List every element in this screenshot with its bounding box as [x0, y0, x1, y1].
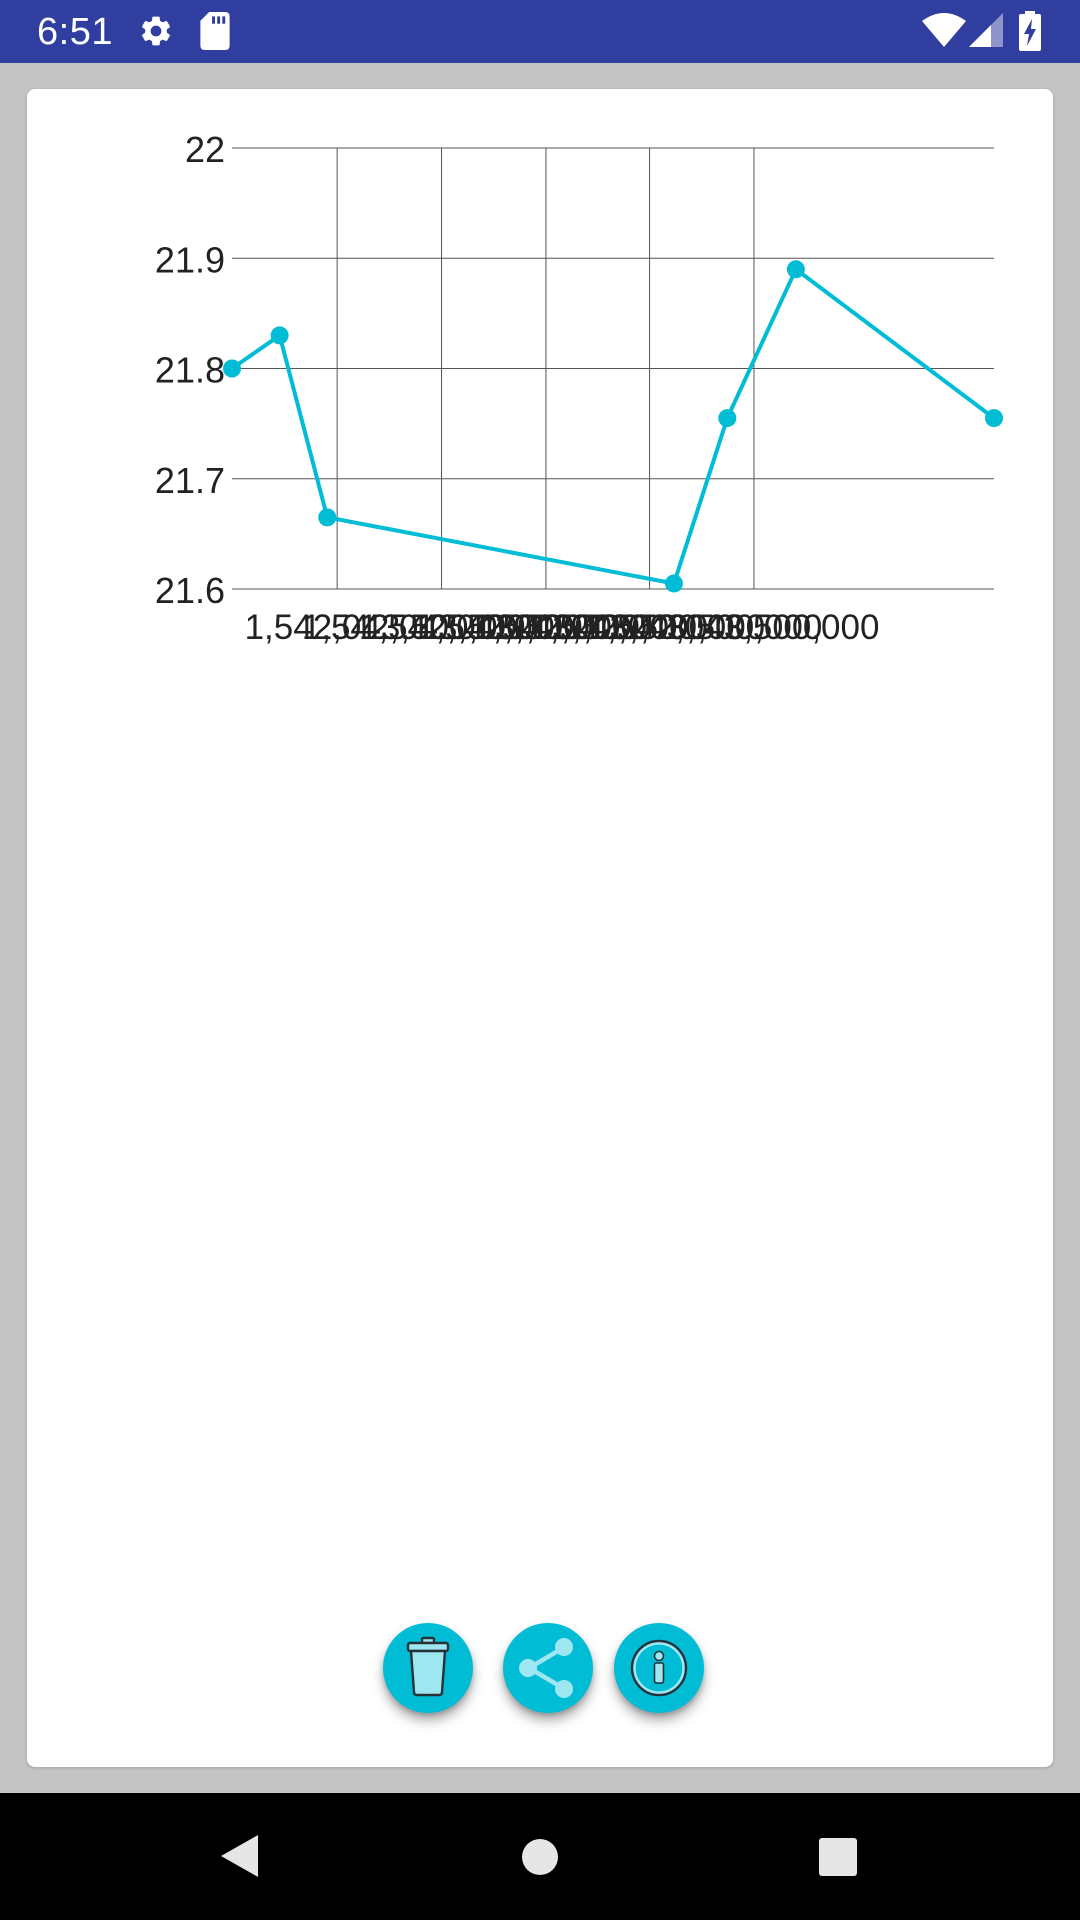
share-button[interactable]	[503, 1623, 593, 1713]
x-tick-label: 1,542,043,500,000	[245, 608, 537, 647]
data-point	[786, 260, 805, 279]
y-tick-label: 21.8	[155, 350, 225, 391]
series-line	[230, 267, 996, 586]
y-tick-label: 21.9	[155, 239, 225, 280]
home-circle-icon[interactable]	[520, 1837, 560, 1877]
x-tick-label: 1,542,043,500,000	[588, 608, 880, 647]
settings-gear-icon	[141, 16, 171, 46]
info-icon	[630, 1639, 688, 1697]
x-tick-label: 1,542,043,500,000	[530, 608, 822, 647]
battery-charging-icon	[1019, 11, 1041, 51]
status-bar: 6:51	[0, 0, 1080, 63]
x-tick-label: 1,542,043,500,000	[473, 608, 765, 647]
y-tick-label: 22	[185, 129, 225, 170]
data-point	[718, 409, 737, 428]
wifi-icon	[922, 13, 966, 47]
back-triangle-icon[interactable]	[218, 1833, 260, 1879]
x-tick-label: 1,542,043,500,000	[416, 608, 708, 647]
sd-card-icon	[200, 12, 230, 50]
y-tick-label: 21.7	[155, 460, 225, 501]
navigation-bar	[0, 1793, 1080, 1920]
data-point	[223, 359, 241, 378]
delete-button[interactable]	[383, 1623, 473, 1713]
x-tick-label: 1,542,043,500,000	[302, 608, 594, 647]
share-icon	[519, 1638, 573, 1698]
data-point	[985, 409, 1003, 428]
recents-square-icon[interactable]	[818, 1837, 858, 1877]
data-point	[270, 326, 289, 345]
info-button[interactable]	[614, 1623, 704, 1713]
x-tick-label: 1,542,043,500,000	[359, 608, 651, 647]
data-point	[664, 574, 683, 593]
trash-icon	[406, 1636, 450, 1697]
cell-signal-icon	[969, 13, 1003, 47]
status-time: 6:51	[37, 11, 113, 53]
y-tick-label: 21.6	[155, 570, 225, 611]
line-chart: 2221.921.821.721.61,542,043,500,0001,542…	[155, 129, 1003, 647]
data-point	[318, 508, 337, 527]
content-card: 22 21.9 21.8 21.7 21.6 1,542,043,500,000 1,542…	[27, 89, 1053, 1767]
